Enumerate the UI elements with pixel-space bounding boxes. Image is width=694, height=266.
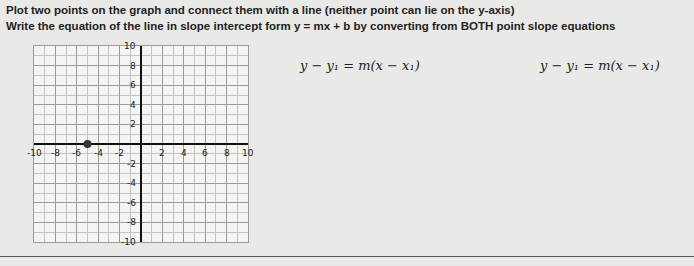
- svg-text:4: 4: [181, 148, 187, 158]
- html-text:Write the equation of the line: Write the equation of the line in slope …: [6, 20, 616, 32]
- svg-text:10: 10: [242, 148, 254, 158]
- svg-text:4: 4: [130, 100, 136, 110]
- svg-text:2: 2: [130, 119, 136, 129]
- svg-text:-8: -8: [51, 148, 60, 158]
- svg-text:6: 6: [202, 148, 208, 158]
- svg-text:8: 8: [224, 148, 230, 158]
- svg-text:2: 2: [159, 148, 165, 158]
- svg-text:8: 8: [130, 61, 136, 71]
- svg-text:-8: -8: [127, 217, 136, 227]
- svg-text:-2: -2: [127, 159, 136, 169]
- svg-text:-6: -6: [127, 198, 136, 208]
- svg-text:6: 6: [130, 80, 136, 90]
- html-text:y − y₁ = m(x − x₁): y − y₁ = m(x − x₁): [540, 58, 660, 73]
- svg-text:-10: -10: [121, 237, 136, 247]
- svg-text:10: 10: [124, 41, 136, 51]
- html-text:Plot two points on the graph a: Plot two points on the graph and connect…: [6, 4, 515, 16]
- html-text:y − y₁ = m(x − x₁): y − y₁ = m(x − x₁): [300, 58, 420, 73]
- svg-text:-4: -4: [127, 178, 136, 188]
- svg-text:-6: -6: [72, 148, 81, 158]
- svg-text:-4: -4: [94, 148, 103, 158]
- svg-text:-10: -10: [27, 148, 42, 158]
- svg-text:-2: -2: [115, 148, 124, 158]
